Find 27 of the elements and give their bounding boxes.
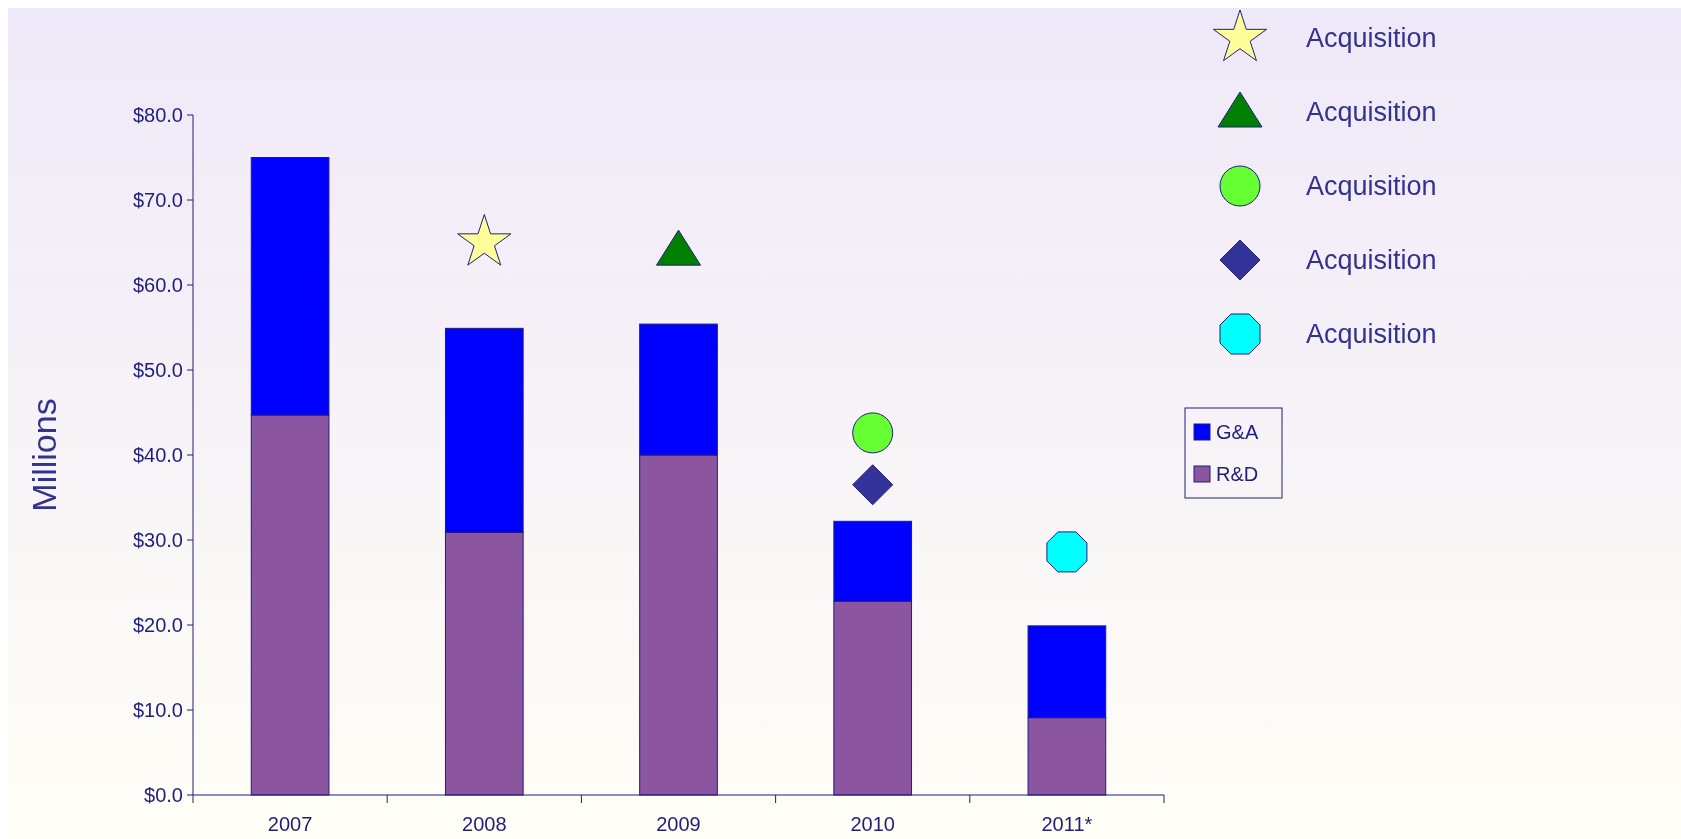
y-axis-title: Millions (25, 398, 63, 512)
point (656, 229, 701, 266)
legend-label: Acquisition (1306, 171, 1437, 202)
x-tick-label: 2007 (267, 813, 313, 835)
point (1046, 531, 1088, 573)
y-tick-label: $20.0 (132, 614, 183, 636)
y-tick-label: $70.0 (132, 189, 183, 211)
y-tick-label: $80.0 (132, 104, 183, 126)
y-tick-label: $40.0 (132, 444, 183, 466)
x-tick-label: 2009 (656, 813, 701, 835)
y-tick-label: $10.0 (132, 699, 183, 721)
legend-label: Acquisition (1306, 97, 1437, 128)
legend-label: G&A (1216, 421, 1259, 443)
legend-label: R&D (1216, 463, 1259, 485)
legend-label: Acquisition (1306, 23, 1437, 54)
legend-label: Acquisition (1306, 245, 1437, 276)
legend-label: Acquisition (1306, 319, 1437, 350)
y-tick-label: $60.0 (132, 274, 183, 296)
x-tick-label: 2010 (850, 813, 895, 835)
point (457, 214, 512, 266)
y-tick-label: $50.0 (132, 359, 183, 381)
y-tick-label: $0.0 (144, 784, 183, 806)
x-tick-label: 2008 (462, 813, 507, 835)
point (852, 412, 894, 454)
y-tick-label: $30.0 (132, 529, 183, 551)
point (852, 464, 894, 506)
x-tick-label: 2011* (1041, 813, 1093, 835)
